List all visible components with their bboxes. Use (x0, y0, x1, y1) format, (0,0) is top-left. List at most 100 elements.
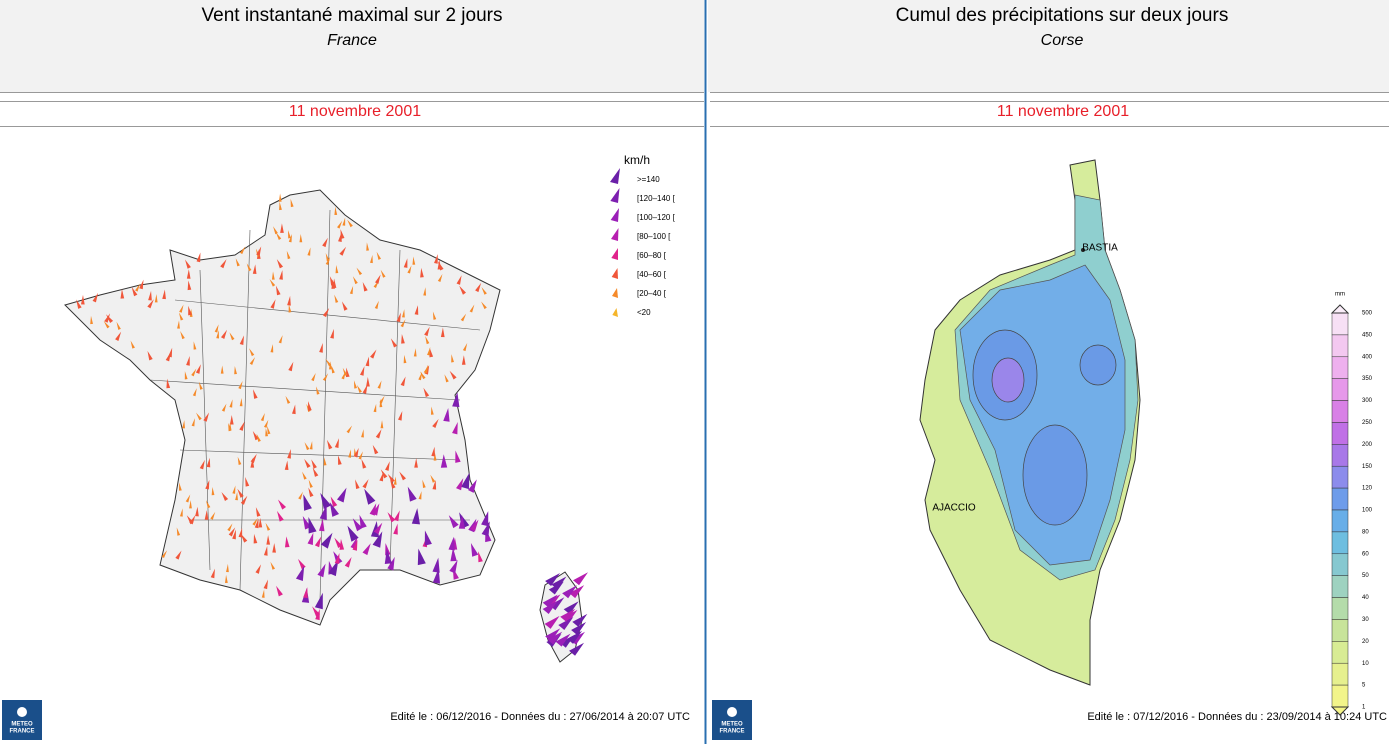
wind-arrow (196, 252, 201, 263)
colorbar-label: 30 (1362, 617, 1369, 623)
wind-arrow (563, 601, 579, 615)
wind-arrow (205, 500, 211, 509)
wind-arrow (193, 341, 197, 350)
wind-arrow (370, 349, 377, 359)
wind-arrow (287, 230, 291, 239)
wind-arrow (373, 522, 383, 535)
wind-arrow (401, 333, 405, 344)
wind-arrow (545, 628, 561, 642)
colorbar-cap (1330, 304, 1350, 314)
city-dot (1081, 248, 1085, 252)
wind-arrow (393, 523, 398, 535)
wind-arrow (560, 608, 576, 622)
wind-arrow (303, 587, 308, 599)
wind-arrow (90, 315, 93, 325)
wind-arrow (452, 421, 458, 435)
wind-arrow (434, 254, 438, 264)
wind-arrow (288, 304, 292, 313)
wind-arrow (373, 403, 377, 413)
legend-label: [120–140 [ (637, 194, 676, 203)
logo: METEO FRANCE METEO FRANCE (2, 700, 752, 740)
wind-arrow (335, 264, 339, 274)
wind-arrow (308, 517, 317, 534)
legend-arrow (610, 208, 619, 222)
wind-arrow (349, 285, 354, 295)
wind-arrow (470, 519, 479, 532)
wind-arrow (286, 250, 291, 260)
colorbar-label: 5 (1362, 683, 1366, 689)
wind-arrow (189, 515, 196, 525)
wind-arrow (331, 365, 335, 374)
wind-arrow (304, 458, 311, 469)
wind-arrow (103, 320, 110, 329)
wind-arrow (228, 527, 236, 537)
wind-arrow (481, 301, 487, 310)
wind-arrow (320, 532, 333, 549)
wind-arrow (203, 412, 210, 422)
wind-arrow (437, 259, 442, 270)
footer: Edité le : 06/12/2016 - Données du : 27/… (390, 711, 690, 723)
legend-arrow (611, 228, 619, 241)
wind-arrow (308, 479, 313, 488)
wind-arrow (270, 344, 274, 353)
wind-arrow (385, 461, 390, 471)
wind-arrow (234, 365, 237, 375)
wind-arrow (558, 616, 574, 630)
wind-arrow (420, 267, 424, 278)
wind-arrow (459, 285, 467, 295)
wind-arrow (287, 448, 291, 459)
wind-arrow (342, 217, 346, 226)
wind-arrow (334, 206, 338, 216)
wind-arrow (545, 572, 561, 586)
wind-arrow (569, 642, 585, 656)
wind-arrow (432, 418, 439, 428)
wind-arrow (229, 332, 235, 341)
wind-arrow (311, 373, 316, 382)
wind-arrow (414, 305, 419, 315)
wind-arrow (347, 219, 353, 228)
wind-arrow (80, 294, 85, 305)
wind-arrow (375, 274, 381, 284)
wind-arrow (432, 557, 440, 573)
wind-arrow (366, 376, 370, 387)
wind-arrow (273, 226, 278, 235)
wind-arrow (184, 371, 188, 380)
wind-arrow (375, 429, 382, 439)
wind-arrow (387, 556, 395, 571)
wind-arrow (329, 361, 332, 370)
wind-arrow (370, 254, 373, 264)
wind-arrow (340, 229, 345, 239)
wind-arrow (358, 451, 363, 460)
france-map (64, 189, 501, 626)
wind-arrow (332, 278, 337, 289)
colorbar-cap (1330, 706, 1350, 716)
wind-arrow (342, 367, 348, 376)
colorbar-label: 120 (1362, 486, 1373, 492)
wind-arrow (265, 522, 271, 531)
legend-unit: km/h (624, 153, 650, 167)
wind-arrow (347, 525, 359, 542)
wind-arrow (188, 305, 192, 316)
wind-arrow (250, 453, 257, 464)
colorbar-label: 100 (1362, 508, 1373, 514)
wind-arrow (131, 286, 138, 297)
wind-arrow (92, 292, 99, 303)
wind-arrow (263, 546, 268, 556)
wind-arrow (432, 311, 437, 320)
wind-arrow (456, 275, 462, 285)
wind-arrow (245, 477, 250, 487)
colorbar-cell (1331, 312, 1349, 336)
wind-arrow (147, 350, 153, 361)
wind-arrow (227, 523, 233, 532)
wind-arrow (314, 592, 323, 610)
subtitle: France (327, 32, 377, 49)
wind-arrow (272, 543, 276, 553)
wind-arrow (569, 585, 585, 599)
wind-arrow (412, 256, 416, 265)
wind-arrow (362, 281, 368, 292)
wind-arrow (336, 487, 347, 503)
wind-arrow (235, 258, 240, 267)
wind-arrow (359, 514, 367, 529)
logo-text: METEO (721, 722, 743, 728)
header-bg (708, 0, 1389, 92)
